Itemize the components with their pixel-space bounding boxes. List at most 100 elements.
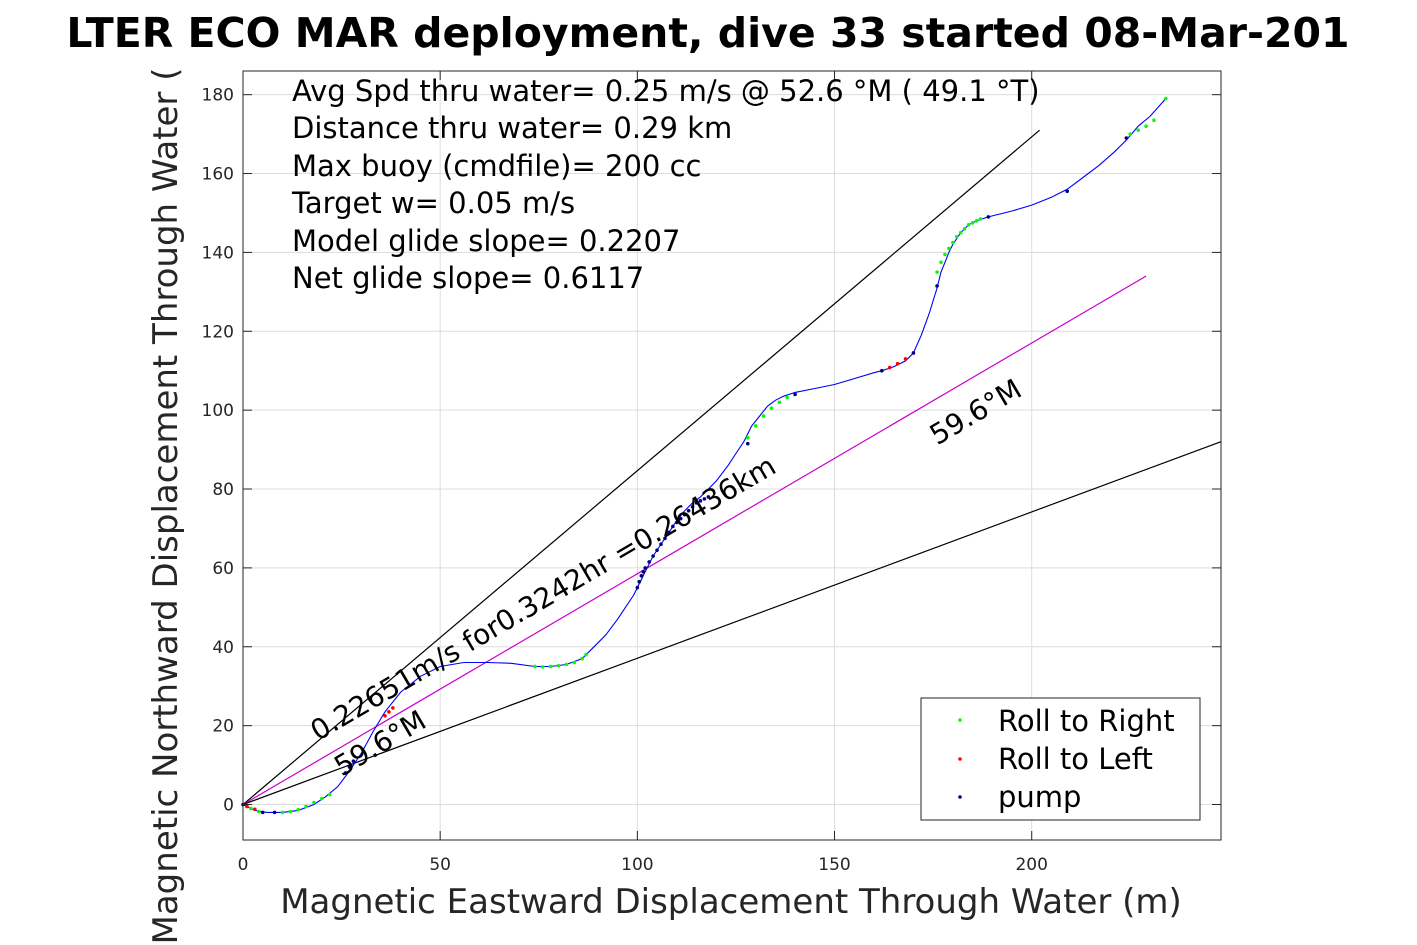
roll-to-right-point [280,810,285,815]
roll-to-right-point [769,406,774,410]
pump-point [343,771,348,775]
pump-point [671,524,675,529]
roll-to-right-point [564,662,569,667]
series-roll-to-left [245,357,908,812]
x-tick-label: 0 [238,855,249,875]
grid [242,71,1221,840]
axis-ticks: 0 50 100 150 200 0 20 40 60 80 100 120 140 160 180 [202,71,1221,875]
y-tick-label: 80 [212,480,234,500]
pump-point [639,573,644,578]
legend-marker-pump [958,795,962,799]
pump-point [647,560,651,564]
pump-point [694,501,699,505]
roll-to-right-point [249,806,253,811]
roll-to-right-point [1144,124,1148,129]
y-tick-label: 100 [202,401,234,421]
roll-to-left-point [895,361,900,366]
series-pump [241,136,1129,815]
legend-label-pump: pump [998,780,1081,814]
pump-point [911,351,916,355]
reference-line-upper [242,129,1040,805]
roll-to-right-point [785,395,790,400]
legend: Roll to Right Roll to Left pump [920,697,1201,821]
annotations: 0.22651m/s for0.3242hr =0.26436km59.6°M5… [305,372,1028,783]
y-tick-label: 180 [202,86,234,106]
pump-point [682,512,687,517]
pump-point [880,368,884,373]
chart-title: LTER ECO MAR deployment, dive 33 started… [66,9,1349,57]
pump-point [651,554,655,558]
legend-box [920,697,1201,821]
roll-to-left-point [245,804,249,809]
roll-to-right-point [256,809,261,814]
roll-to-right-point [572,660,577,665]
info-line-target-w: Target w= 0.05 m/s [291,186,575,220]
roll-to-left-point [253,807,257,812]
x-tick-label: 100 [621,855,653,875]
roll-to-right-point [288,809,293,814]
pump-point [698,499,703,503]
data-points [241,96,1168,815]
roll-to-right-point [761,414,766,418]
reference-line-heading [242,275,1147,806]
pump-point [674,520,679,525]
pump-point [351,759,356,763]
legend-label-roll-left: Roll to Left [998,742,1153,776]
roll-to-right-point [753,424,758,428]
pump-point [272,810,277,815]
series-roll-to-right [249,96,1168,815]
pump-point [635,585,640,590]
reference-line-lower [242,441,1222,806]
roll-to-right-point [966,223,971,227]
roll-to-right-point [296,807,301,812]
roll-to-left-point [391,706,395,710]
pump-point [702,497,707,501]
y-tick-label: 20 [212,717,234,737]
roll-to-left-point [387,710,391,714]
pump-point [986,215,991,219]
annotation-0: 0.22651m/s for0.3242hr =0.26436km [305,449,782,747]
dive-track-line [242,98,1167,813]
y-tick-label: 140 [202,243,234,263]
y-tick-label: 0 [223,796,234,816]
track-layer [242,98,1167,813]
info-line-avg-speed: Avg Spd thru water= 0.25 m/s @ 52.6 °M (… [292,74,1040,108]
pump-point [690,504,695,509]
y-tick-label: 40 [212,638,234,658]
roll-to-right-point [1128,132,1133,136]
pump-point [260,810,265,815]
roll-to-right-point [935,270,939,274]
info-line-net-glide: Net glide slope= 0.6117 [292,261,644,295]
roll-to-right-point [584,652,588,657]
y-tick-label: 60 [212,559,234,579]
pump-point [643,566,648,570]
y-tick-label: 120 [202,322,234,342]
plot-frame [242,70,1222,841]
roll-to-right-point [939,260,943,265]
roll-to-right-point [312,800,316,805]
pump-point [641,570,646,574]
y-tick-label: 160 [202,165,234,185]
pump-point [1065,189,1070,194]
roll-to-right-point [320,796,324,801]
roll-to-right-point [978,217,983,221]
pump-point [793,392,797,397]
reference-lines [242,129,1222,806]
x-tick-label: 50 [429,855,451,875]
x-tick-label: 200 [1015,855,1047,875]
roll-to-right-point [548,664,553,669]
roll-to-left-point [887,365,892,370]
roll-to-right-point [962,226,967,231]
pump-point [347,765,352,769]
pump-point [686,508,691,513]
pump-point [745,441,750,446]
pump-point [637,579,642,584]
info-line-distance: Distance thru water= 0.29 km [292,111,732,145]
pump-point [935,284,939,288]
roll-to-right-point [777,400,782,405]
roll-to-right-point [954,234,959,239]
info-line-model-glide: Model glide slope= 0.2207 [292,224,680,258]
legend-label-roll-right: Roll to Right [998,704,1175,738]
roll-to-right-point [958,230,963,235]
